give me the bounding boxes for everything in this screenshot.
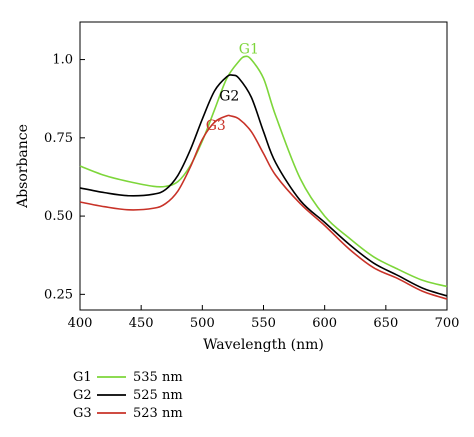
x-tick-label: 700 [435,316,460,331]
y-tick-label: 0.75 [44,131,73,146]
x-axis-label: Wavelength (nm) [203,337,324,353]
x-tick-label: 400 [68,316,93,331]
x-tick-label: 600 [312,316,337,331]
legend-value: 525 nm [133,388,183,403]
legend-label: G2 [73,388,92,403]
annotation-g3: G3 [206,118,226,134]
legend-label: G3 [73,406,92,421]
x-tick-label: 450 [129,316,154,331]
annotation-g2: G2 [219,88,239,104]
series-line-g1 [79,55,448,288]
legend-value: 523 nm [133,406,183,421]
x-tick-label: 500 [190,316,215,331]
legend-item-g1: G1 535 nm [73,370,183,385]
legend-value: 535 nm [133,370,183,385]
x-tick-label: 650 [373,316,398,331]
series-line-g3 [79,114,448,300]
legend-item-g2: G2 525 nm [73,388,183,403]
y-axis-label: Absorbance [15,124,31,209]
x-tick-label: 550 [251,316,276,331]
y-tick-label: 0.25 [44,287,73,302]
series-line-g2 [79,74,448,297]
y-tick-label: 0.50 [44,209,73,224]
y-tick-label: 1.0 [52,53,73,68]
legend-item-g3: G3 523 nm [73,406,183,421]
legend-label: G1 [73,370,92,385]
annotation-g1: G1 [239,41,259,57]
